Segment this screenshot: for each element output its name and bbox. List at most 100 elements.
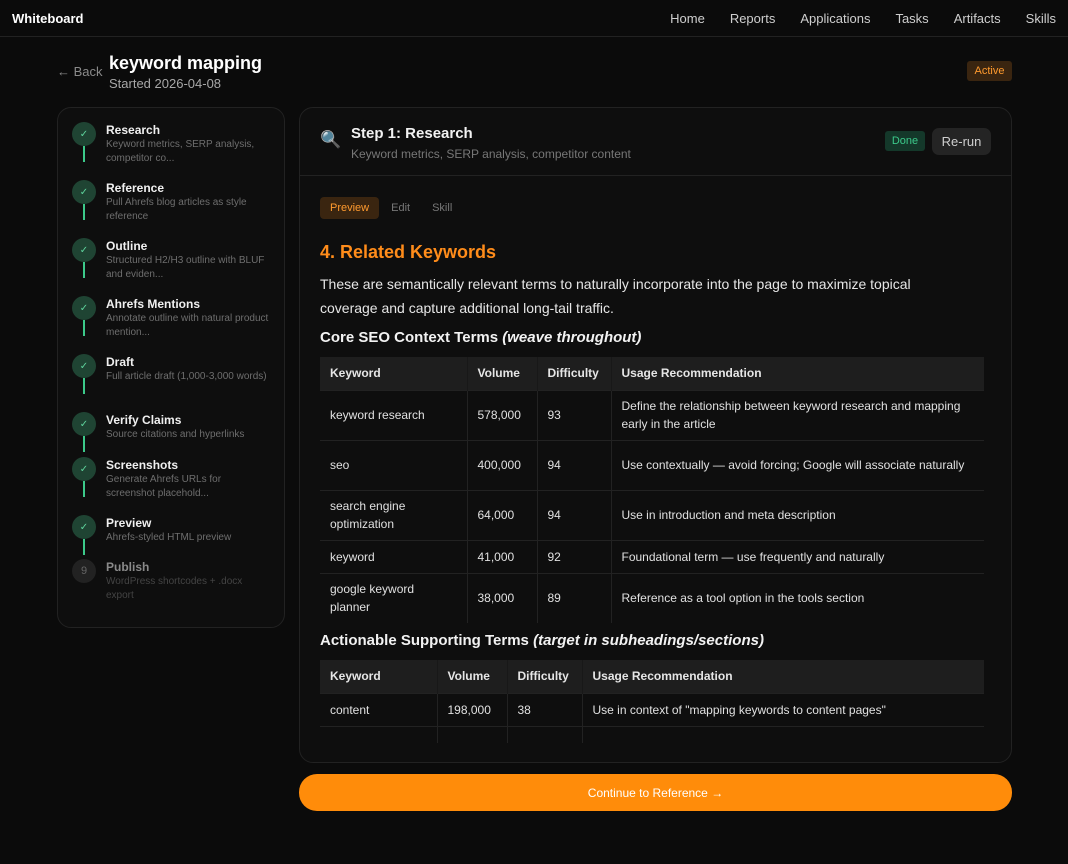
step-description: Keyword metrics, SERP analysis, competit…: [106, 139, 255, 164]
table-cell: Foundational term — use frequently and n…: [611, 539, 984, 573]
table-cell: content: [320, 692, 438, 726]
check-icon: ✓: [72, 412, 96, 436]
step-title: Publish: [106, 560, 150, 574]
rerun-button[interactable]: Re-run: [932, 128, 991, 155]
table-row: search engine optimization 64,000 94 Use in…: [320, 489, 984, 540]
table-cell: [507, 725, 583, 743]
check-icon: ✓: [72, 515, 96, 539]
table-row: content 198,000 38 Use in context of "mappi…: [320, 692, 984, 726]
table-cell: Use in introduction and meta description: [611, 489, 984, 540]
status-badge: Active: [967, 61, 1012, 81]
column-header: Difficulty: [507, 660, 583, 693]
step-description: Structured H2/H3 outline with BLUF and e…: [106, 255, 265, 280]
started-date: Started 2026-04-08: [109, 76, 222, 91]
continue-button[interactable]: Continue to Reference →: [299, 774, 1012, 811]
nav-link-reports[interactable]: Reports: [729, 10, 776, 26]
step-number: 9: [72, 559, 96, 583]
nav-link-home[interactable]: Home: [670, 10, 705, 26]
check-icon: ✓: [72, 122, 96, 146]
table-cell: 93: [537, 389, 612, 440]
table-cell: 38: [507, 692, 583, 726]
check-icon: ✓: [72, 180, 96, 204]
column-header: Keyword: [320, 660, 438, 693]
table-cell: [582, 725, 984, 743]
view-tabs: Preview Edit Skill: [320, 197, 464, 219]
check-icon: ✓: [72, 296, 96, 320]
table-cell: seo: [320, 439, 468, 490]
table-cell: keyword: [320, 539, 468, 573]
step-connector: [83, 436, 85, 452]
step-description: Full article draft (1,000-3,000 words): [106, 371, 267, 382]
step-title: Screenshots: [106, 458, 179, 472]
table-cell: 41,000: [467, 539, 538, 573]
back-link[interactable]: ← Back: [57, 64, 103, 79]
step-connector: [83, 262, 85, 278]
table-cell: search engine optimization: [320, 489, 468, 540]
check-icon: ✓: [72, 354, 96, 378]
tab-skill[interactable]: Skill: [432, 202, 453, 214]
table-cell: Define the relationship between keyword …: [611, 389, 984, 440]
table-heading: Actionable Supporting Terms (target in s…: [320, 632, 985, 649]
table-heading-text: Actionable Supporting Terms: [320, 632, 534, 649]
table-heading-note: (weave throughout): [502, 329, 642, 346]
step-panel: 🔍 Step 1: Research Keyword metrics, SERP…: [299, 107, 1012, 763]
column-header: Keyword: [320, 357, 468, 390]
check-icon: ✓: [72, 238, 96, 262]
step-description: Keyword metrics, SERP analysis, competit…: [351, 147, 631, 161]
column-header: Volume: [437, 660, 508, 693]
step-description: Generate Ahrefs URLs for screenshot plac…: [106, 474, 222, 499]
table-cell: 198,000: [437, 692, 508, 726]
step-description: Pull Ahrefs blog articles as style refer…: [106, 197, 247, 222]
magnifier-icon: 🔍: [320, 130, 342, 149]
table-cell: Use contextually — avoid forcing; Google…: [611, 439, 984, 490]
nav-link-tasks[interactable]: Tasks: [895, 10, 929, 26]
table-cell: google keyword planner: [320, 572, 468, 623]
table-cell: Use in context of "mapping keywords to c…: [582, 692, 984, 726]
nav-links: Home Reports Applications Tasks Artifacts Ski…: [645, 11, 1056, 26]
step-title: Verify Claims: [106, 413, 182, 427]
tab-edit[interactable]: Edit: [391, 202, 411, 214]
step-description: Annotate outline with natural product me…: [106, 313, 269, 338]
table-header-row: Keyword Volume Difficulty Usage Recommendat…: [320, 660, 984, 693]
table-cell: 64,000: [467, 489, 538, 540]
step-title: Outline: [106, 239, 148, 253]
step-connector: [83, 539, 85, 555]
table-row: [320, 725, 984, 743]
step-description: Ahrefs-styled HTML preview: [106, 532, 232, 543]
app-logo[interactable]: Whiteboard: [12, 10, 84, 26]
nav-link-applications[interactable]: Applications: [800, 10, 871, 26]
table-heading-note: (target in subheadings/sections): [533, 632, 764, 649]
keywords-table: Keyword Volume Difficulty Usage Recommendat…: [320, 660, 984, 743]
column-header: Usage Recommendation: [611, 357, 984, 390]
step-header: 🔍 Step 1: Research Keyword metrics, SERP…: [300, 108, 1011, 176]
done-badge: Done: [885, 131, 925, 151]
table-cell: [320, 725, 438, 743]
step-title: Step 1: Research: [351, 125, 473, 142]
step-connector: [83, 146, 85, 162]
step-connector: [83, 378, 85, 394]
step-description: Source citations and hyperlinks: [106, 429, 245, 440]
table-cell: 92: [537, 539, 612, 573]
step-connector: [83, 204, 85, 220]
check-icon: ✓: [72, 457, 96, 481]
tab-preview[interactable]: Preview: [320, 197, 380, 219]
step-connector: [83, 320, 85, 336]
step-title: Draft: [106, 355, 135, 369]
column-header: Volume: [467, 357, 538, 390]
table-row: keyword research 578,000 93 Define the rela…: [320, 389, 984, 440]
step-connector: [83, 481, 85, 497]
table-row: seo 400,000 94 Use contextually — avoid for…: [320, 439, 984, 490]
step-description: WordPress shortcodes + .docx export: [106, 576, 243, 601]
column-header: Difficulty: [537, 357, 612, 390]
top-nav: Whiteboard Home Reports Applications Tasks A…: [0, 0, 1068, 37]
table-cell: Reference as a tool option in the tools …: [611, 572, 984, 623]
table-cell: 89: [537, 572, 612, 623]
keywords-table: Keyword Volume Difficulty Usage Recommendat…: [320, 357, 984, 623]
table-cell: [437, 725, 508, 743]
section-heading: 4. Related Keywords: [320, 242, 497, 262]
page-title: keyword mapping: [109, 53, 263, 73]
nav-link-artifacts[interactable]: Artifacts: [953, 10, 1001, 26]
preview-content[interactable]: 4. Related Keywords These are semantical…: [320, 238, 985, 743]
nav-link-skills[interactable]: Skills: [1025, 10, 1056, 26]
table-cell: 578,000: [467, 389, 538, 440]
